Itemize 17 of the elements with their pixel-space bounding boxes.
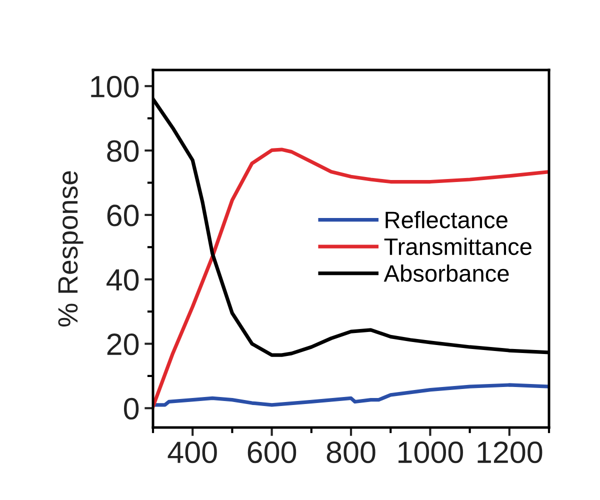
y-tick-label: 100	[91, 76, 139, 98]
y-tick-label: 20	[107, 333, 139, 356]
y-tick-label: 80	[107, 140, 139, 162]
x-tick-label: 1200	[478, 442, 542, 464]
y-tick-label: 0	[124, 398, 139, 420]
y-tick-label: 60	[107, 204, 139, 226]
legend-label: Absorbance	[384, 264, 509, 282]
y-axis-title: % Response	[58, 171, 84, 327]
line-series	[153, 383, 549, 407]
x-tick-label: 1000	[398, 442, 463, 464]
x-tick-label: 800	[326, 442, 376, 464]
legend-label: Reflectance	[386, 211, 508, 228]
x-tick-label: 400	[168, 442, 217, 464]
line-series	[153, 148, 549, 408]
legend-label: Transmittance	[384, 238, 532, 256]
y-tick-label: 40	[106, 269, 139, 291]
x-tick-label: 600	[248, 442, 296, 464]
